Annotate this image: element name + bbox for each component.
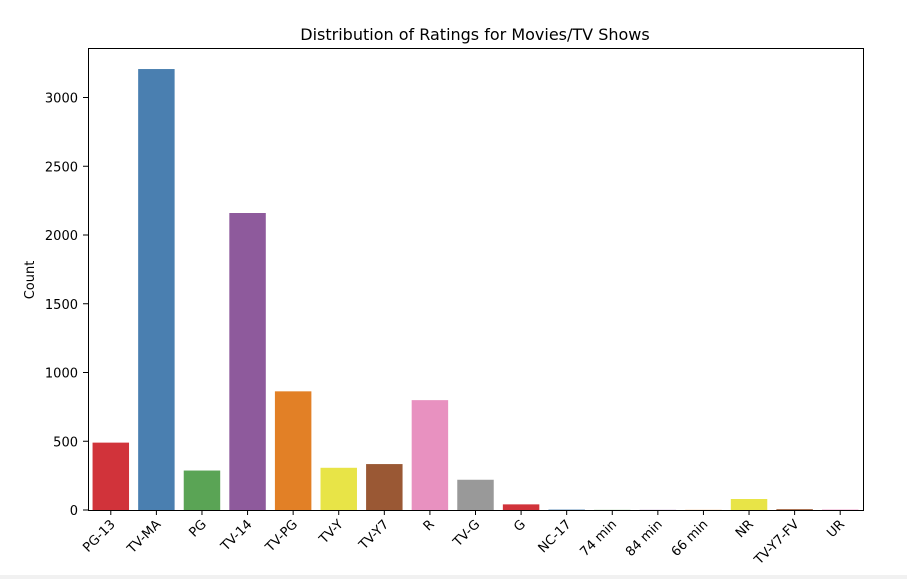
x-tick-label: TV-14 <box>218 517 256 555</box>
x-tick-label: TV-Y <box>316 517 347 548</box>
y-axis-label: Count <box>23 261 38 300</box>
y-tick-label: 0 <box>70 504 78 519</box>
bar-pg <box>183 470 221 510</box>
x-tick-label: UR <box>824 517 848 541</box>
chart-title: Distribution of Ratings for Movies/TV Sh… <box>300 25 649 44</box>
x-tick-label: NR <box>733 517 757 541</box>
x-tick-label: 66 min <box>669 517 712 560</box>
bar-tv-y <box>320 467 357 510</box>
bar-tv-y7-fv <box>776 509 813 510</box>
x-tick-label: TV-PG <box>262 517 301 556</box>
bar-tv-y7 <box>366 464 403 510</box>
bottom-strip <box>0 575 907 579</box>
plot-frame <box>88 48 864 511</box>
bar-tv-14 <box>229 213 266 510</box>
bars-group <box>92 69 859 510</box>
x-tick-label: 84 min <box>623 517 666 560</box>
x-tick-label: NC-17 <box>536 517 575 556</box>
bar-tv-pg <box>274 391 312 510</box>
x-tick-label: TV-Y7-FV <box>751 517 802 568</box>
x-tick-label: R <box>421 517 438 534</box>
x-tick-label: TV-Y7 <box>356 517 392 553</box>
x-tick-label: G <box>511 517 529 535</box>
bar-g <box>502 504 540 510</box>
bar-nr <box>730 499 768 510</box>
x-tick-label: PG <box>187 517 210 540</box>
bar-tv-ma <box>138 69 175 510</box>
bar-pg-13 <box>92 442 130 510</box>
x-tick-label: TV-MA <box>124 517 164 557</box>
bar-r <box>411 400 449 510</box>
y-axis-ticks: 0 500 1000 1500 2000 2500 3000 <box>45 92 88 519</box>
y-tick-label: 2000 <box>45 229 78 244</box>
y-tick-label: 1000 <box>45 367 78 382</box>
bar-tv-g <box>457 479 494 510</box>
x-tick-label: TV-G <box>450 517 483 550</box>
x-axis-ticks: PG-13 TV-MA PG TV-14 TV-PG TV-Y TV-Y7 R TV-G G NC-… <box>80 510 848 568</box>
x-tick-label: 74 min <box>578 517 621 560</box>
y-tick-label: 3000 <box>45 92 78 107</box>
y-tick-label: 1500 <box>45 298 78 313</box>
x-tick-label: PG-13 <box>80 517 118 555</box>
y-tick-label: 2500 <box>45 160 78 175</box>
y-tick-label: 500 <box>53 435 78 450</box>
